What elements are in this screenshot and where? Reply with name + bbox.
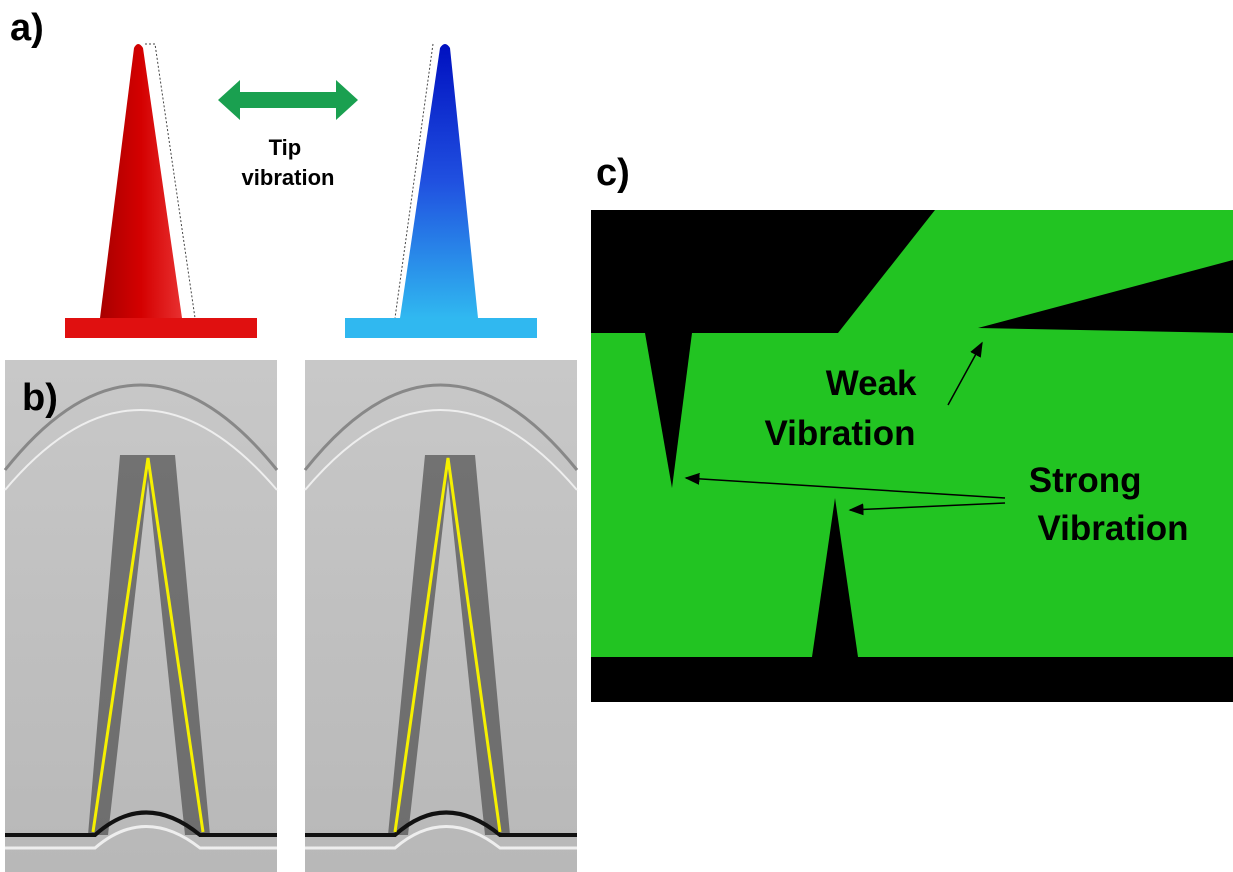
annotation-line: Vibration: [1037, 509, 1188, 548]
annotation-line: Weak: [826, 364, 917, 403]
blue-tip: [345, 44, 537, 338]
double-arrow: [218, 80, 358, 120]
micrograph-right: [305, 360, 577, 872]
figure: a) Tip vibration b) c): [0, 0, 1233, 872]
panel-label: b): [22, 377, 58, 419]
micrograph-left: [5, 360, 277, 872]
red-tip: [65, 44, 257, 338]
fluorescence-image: [591, 210, 1233, 702]
annotation-line: Strong: [1029, 461, 1142, 500]
caption: Tip vibration: [242, 135, 335, 190]
panel-label: c): [596, 152, 630, 194]
annotation-line: Vibration: [764, 414, 915, 453]
caption-line: Tip: [269, 135, 302, 160]
caption-line: vibration: [242, 165, 335, 190]
panel-label: a): [10, 7, 44, 49]
